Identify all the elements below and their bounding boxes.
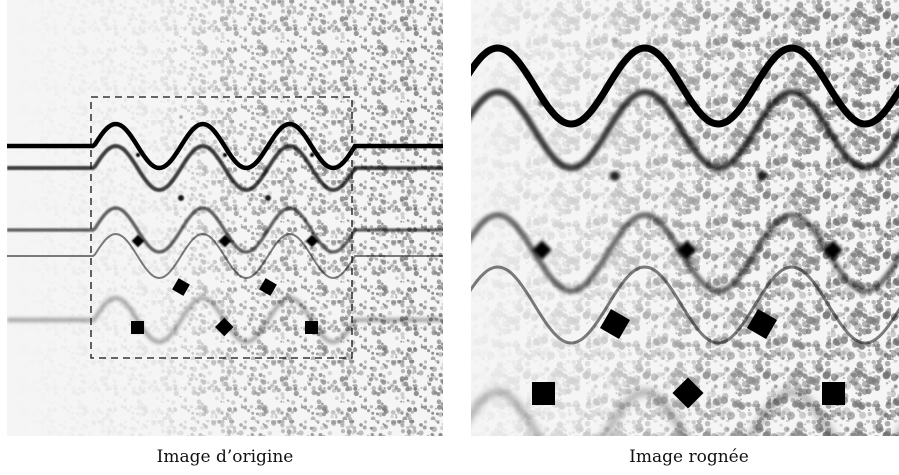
dot-marker xyxy=(830,100,836,106)
dot-marker xyxy=(265,195,271,201)
dot-marker xyxy=(179,115,183,119)
diamond-marker xyxy=(218,234,232,248)
dot-marker xyxy=(539,100,545,106)
dot-marker xyxy=(612,37,618,43)
original-image-caption: Image d’origine xyxy=(156,447,294,467)
wave-line-3 xyxy=(7,206,443,254)
diamond-marker xyxy=(131,234,145,248)
dot-marker xyxy=(136,153,140,157)
wave-line-3 xyxy=(471,211,899,295)
square-marker xyxy=(532,382,555,405)
cropped-image-panel xyxy=(471,0,899,436)
wave-line-4 xyxy=(471,265,899,345)
cropped-image xyxy=(471,0,899,436)
dot-marker xyxy=(223,153,227,157)
rotated-square-marker xyxy=(746,308,778,340)
crop-frame xyxy=(90,96,353,359)
dot-marker xyxy=(759,37,765,43)
wave-line-1 xyxy=(7,121,443,171)
square-marker xyxy=(305,321,318,334)
dot-marker xyxy=(310,153,314,157)
wave-line-5 xyxy=(471,388,899,436)
rotated-square-marker xyxy=(172,278,190,296)
dot-marker xyxy=(266,115,270,119)
dot-marker xyxy=(684,100,690,106)
square-marker xyxy=(131,321,144,334)
diamond-marker xyxy=(305,234,319,248)
cropped-image-caption: Image rognée xyxy=(629,447,749,467)
dot-marker xyxy=(610,171,620,181)
square-marker xyxy=(822,382,845,405)
dot-marker xyxy=(178,195,184,201)
wave-line-2 xyxy=(471,88,899,172)
wave-line-1 xyxy=(471,44,899,128)
rotated-square-marker xyxy=(259,278,277,296)
original-image-panel xyxy=(7,0,443,436)
wave-line-4 xyxy=(7,232,443,280)
dot-marker xyxy=(757,171,767,181)
diamond-marker-large xyxy=(215,317,234,337)
rotated-square-marker xyxy=(599,308,631,340)
wave-line-2 xyxy=(7,143,443,193)
original-image xyxy=(7,0,443,436)
